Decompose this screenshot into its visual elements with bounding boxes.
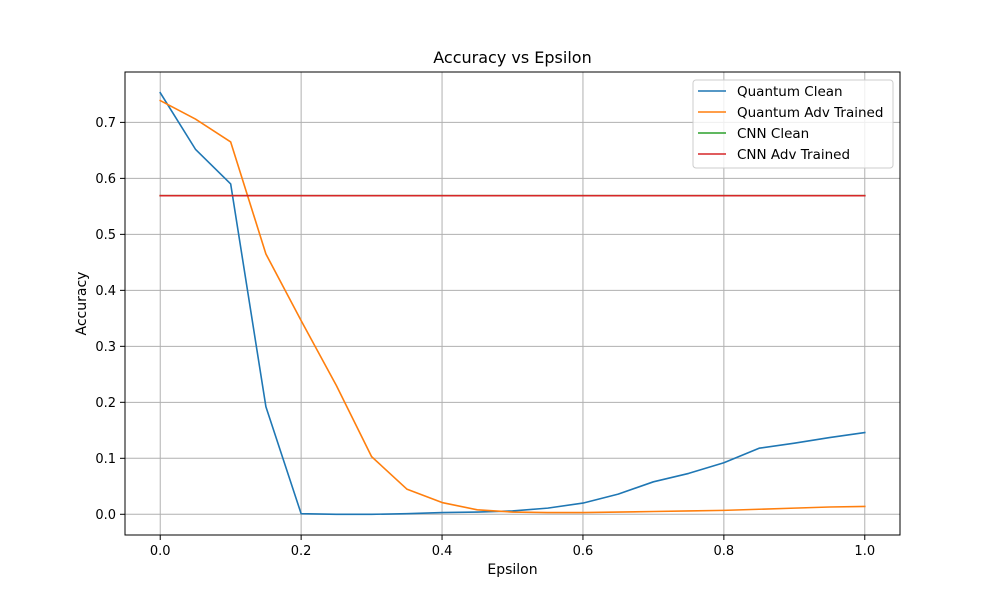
legend-label-quantum-adv-trained: Quantum Adv Trained: [737, 105, 883, 121]
x-tick-label: 0.6: [573, 544, 594, 559]
series-line-quantum-clean: [159, 91, 866, 516]
series-lines: [159, 91, 866, 516]
series-line-quantum-adv-trained: [159, 99, 866, 514]
x-tick-label: 0.4: [432, 544, 453, 559]
legend: Quantum Clean Quantum Adv Trained CNN Clea…: [692, 79, 894, 169]
chart-title: Accuracy vs Epsilon: [433, 48, 591, 67]
y-tick-label: 0.5: [95, 228, 116, 243]
y-tick-label: 0.0: [95, 508, 116, 523]
y-tick-label: 0.2: [95, 396, 116, 411]
y-tick-label: 0.4: [95, 284, 116, 299]
legend-label-cnn-clean: CNN Clean: [737, 126, 809, 142]
x-tick-label: 0.2: [291, 544, 312, 559]
x-axis-label: Epsilon: [487, 562, 537, 578]
plot-area-frame: [124, 71, 901, 536]
x-tick-label: 0.0: [150, 544, 171, 559]
y-tick-label: 0.3: [95, 340, 116, 355]
legend-label-quantum-clean: Quantum Clean: [737, 84, 843, 100]
legend-label-cnn-adv-trained: CNN Adv Trained: [737, 147, 850, 163]
axis-ticks: 0.0 0.2 0.4 0.6 0.8 1.0 0.0 0.1 0.2 0.3 0.4 0.5 0.6 0…: [95, 116, 875, 559]
x-tick-label: 1.0: [854, 544, 875, 559]
legend-box: [692, 79, 894, 169]
y-tick-label: 0.6: [95, 172, 116, 187]
y-axis-label: Accuracy: [74, 272, 90, 336]
x-tick-label: 0.8: [714, 544, 735, 559]
y-tick-label: 0.1: [95, 452, 116, 467]
grid-lines: [125, 72, 900, 535]
y-tick-label: 0.7: [95, 116, 116, 131]
